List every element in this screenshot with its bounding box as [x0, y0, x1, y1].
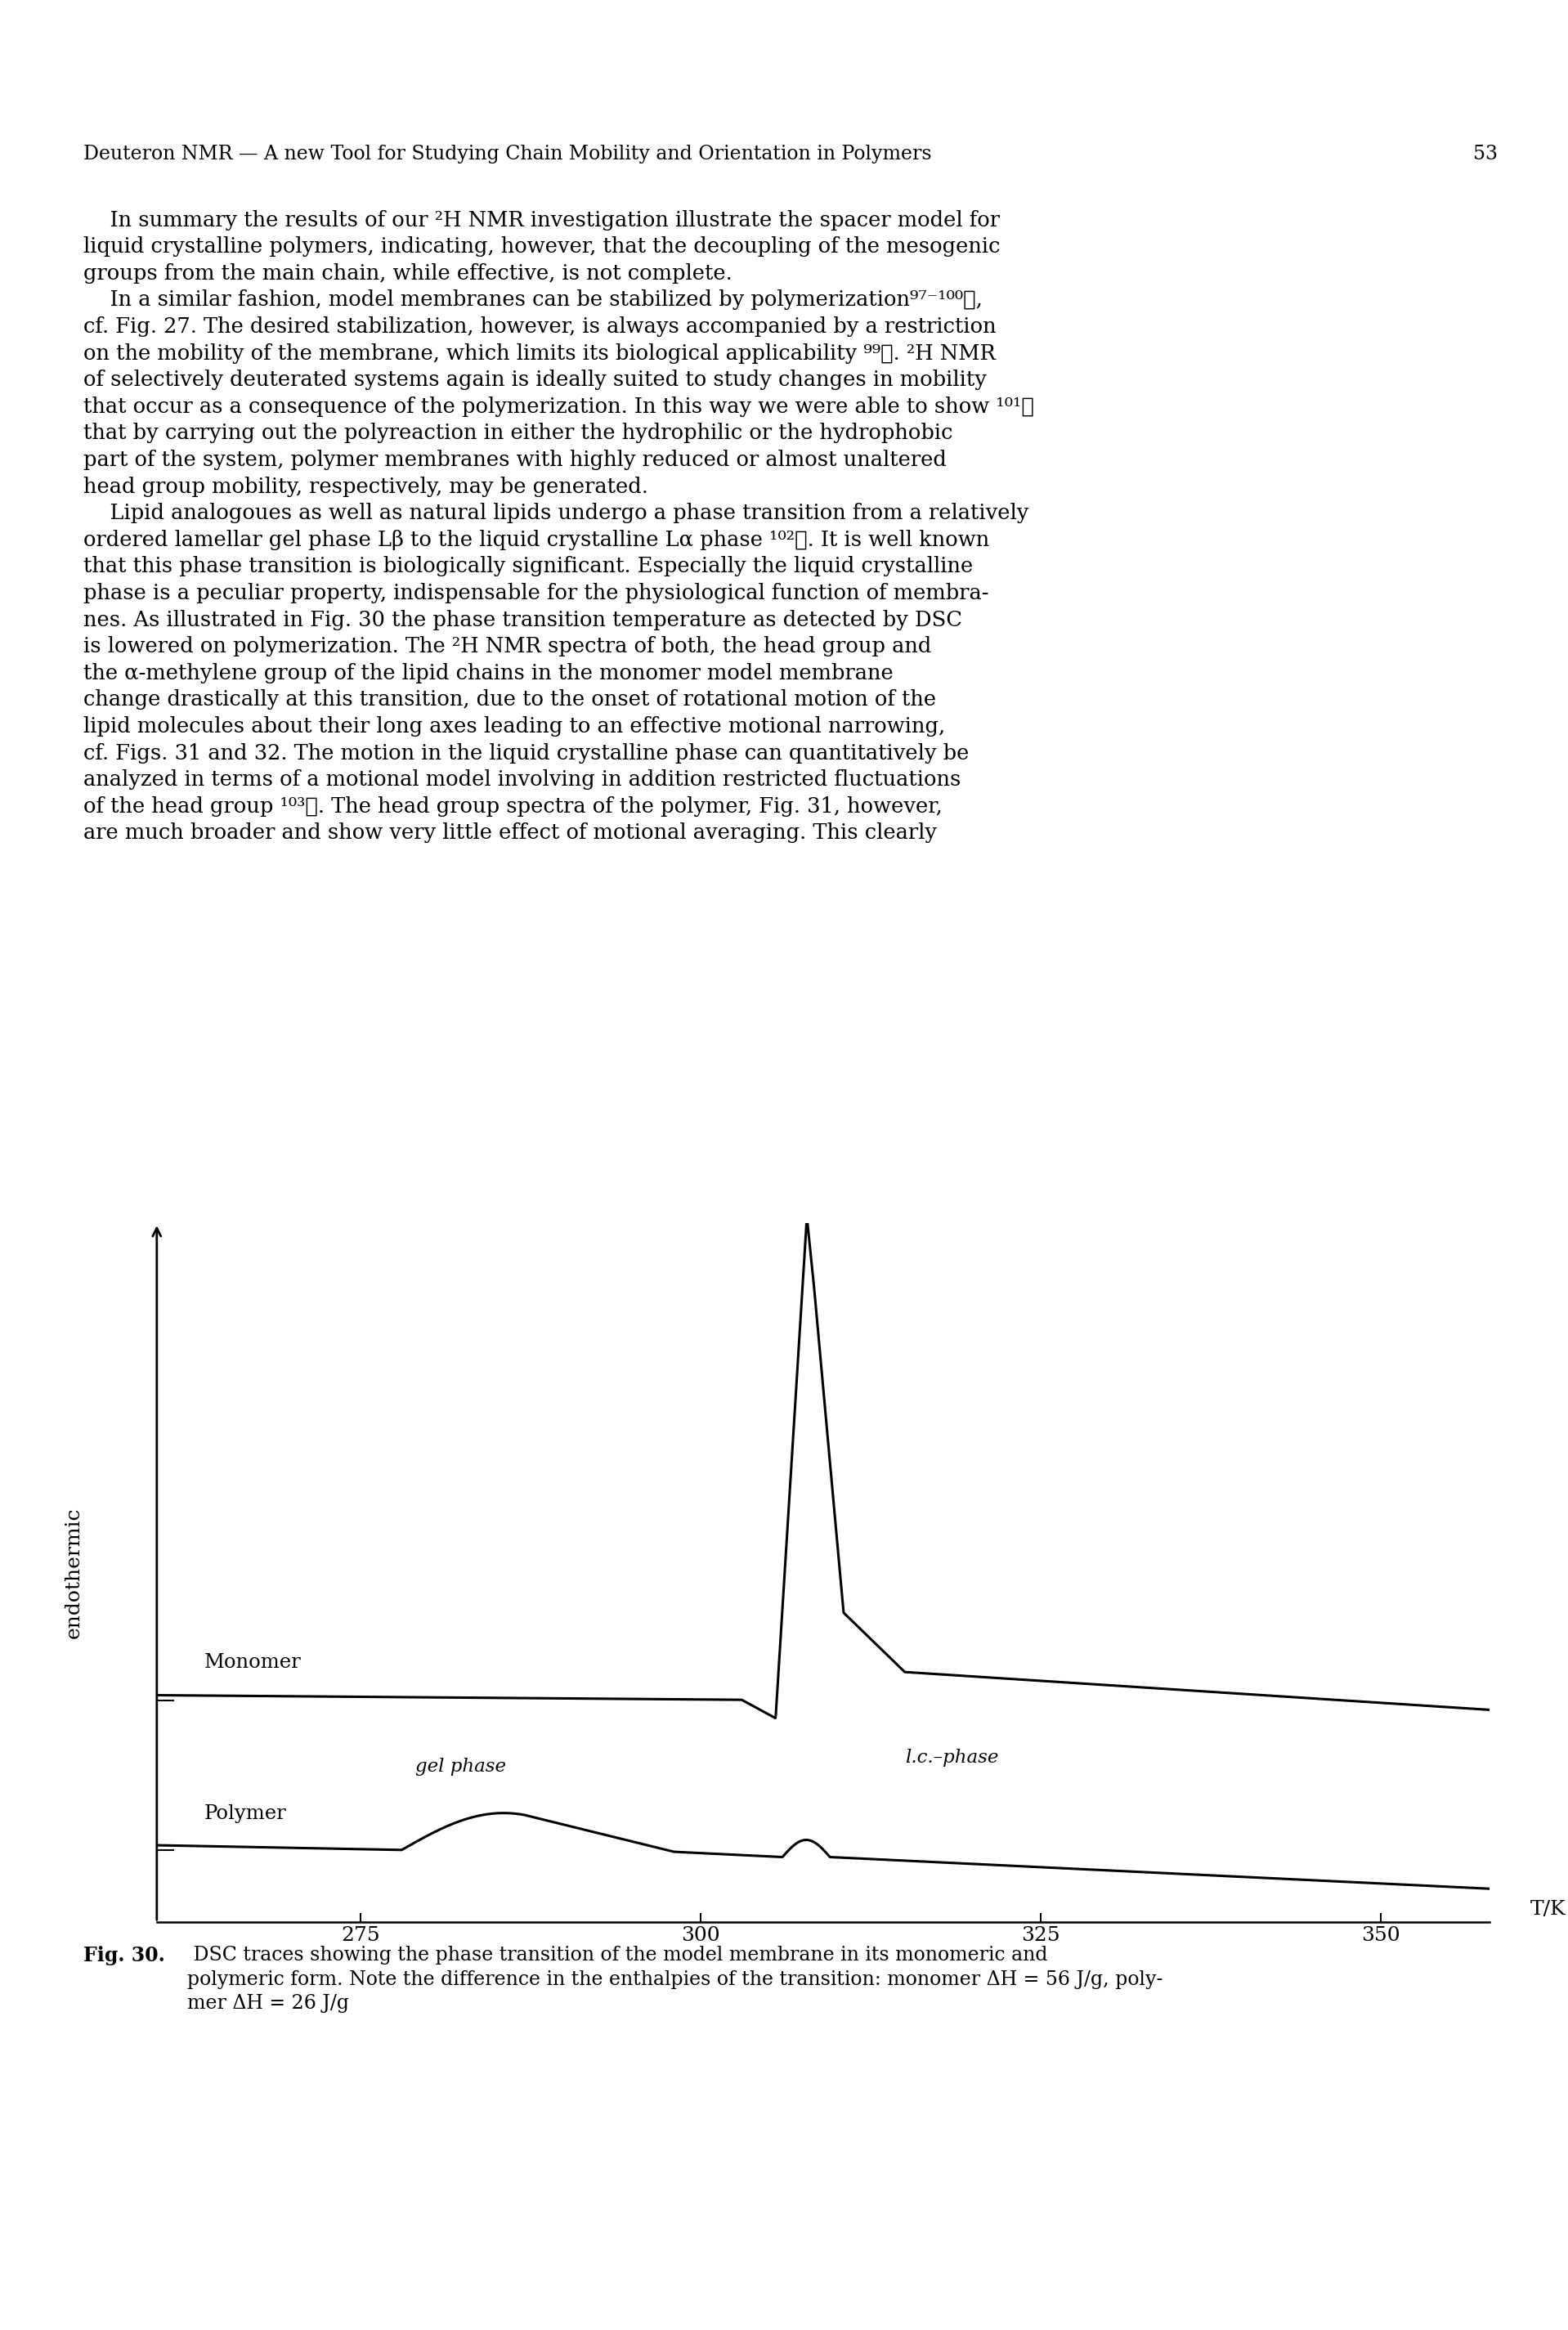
Text: 53: 53 [1472, 144, 1497, 163]
Text: Fig. 30.: Fig. 30. [83, 1946, 165, 1964]
Text: endothermic: endothermic [64, 1508, 83, 1638]
Text: T/K: T/K [1530, 1899, 1566, 1918]
Text: Deuteron NMR — A new Tool for Studying Chain Mobility and Orientation in Polymer: Deuteron NMR — A new Tool for Studying C… [83, 144, 931, 163]
Text: gel phase: gel phase [416, 1757, 506, 1775]
Text: Polymer: Polymer [204, 1803, 287, 1824]
Text: In summary the results of our ²H NMR investigation illustrate the spacer model f: In summary the results of our ²H NMR inv… [83, 210, 1033, 843]
Text: Monomer: Monomer [204, 1652, 301, 1671]
Text: DSC traces showing the phase transition of the model membrane in its monomeric a: DSC traces showing the phase transition … [187, 1946, 1163, 2013]
Text: l.c.–phase: l.c.–phase [905, 1748, 999, 1766]
